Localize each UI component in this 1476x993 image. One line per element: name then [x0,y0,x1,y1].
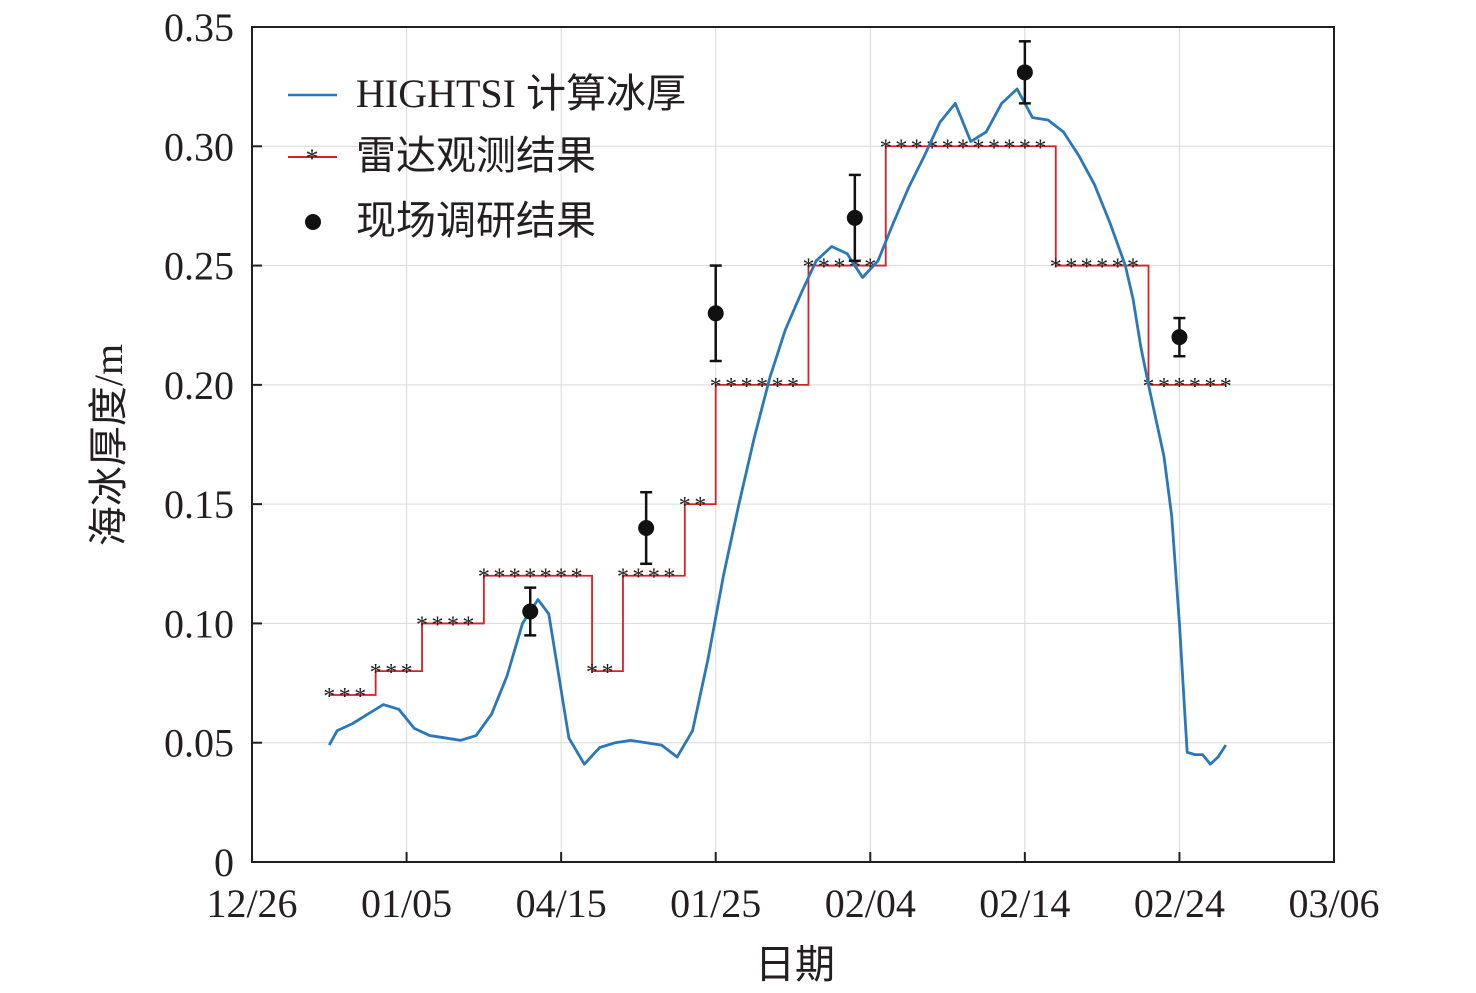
radar-marker: * [926,135,938,161]
y-tick-label: 0.25 [164,244,234,289]
radar-marker: * [694,493,706,519]
y-tick-label: 0 [214,840,234,885]
x-tick-label: 01/25 [670,881,761,926]
radar-marker: * [1050,255,1062,281]
radar-marker: * [787,374,799,400]
radar-marker: * [972,135,984,161]
radar-marker: * [493,565,505,591]
radar-marker: * [1127,255,1139,281]
legend: HIGHTSI 计算冰厚 * 雷达观测结果 现场调研结果 [288,71,686,243]
y-axis-title: 海冰厚度/m [86,344,131,546]
radar-marker: * [416,612,428,638]
radar-marker: * [1096,255,1108,281]
radar-marker: * [524,565,536,591]
radar-marker: * [911,135,923,161]
radar-marker: * [741,374,753,400]
radar-marker: * [1173,374,1185,400]
tick-labels: 12/26 01/05 04/15 01/25 02/04 02/14 02/24 03/06… [164,5,1380,926]
plot-frame [251,26,1335,863]
field-point [846,209,863,226]
field-point [707,305,724,322]
y-tick-label: 0.35 [164,5,234,50]
radar-marker: * [1112,255,1124,281]
legend-model-label: HIGHTSI 计算冰厚 [356,71,686,116]
radar-marker: * [401,660,413,686]
radar-marker: * [354,684,366,710]
radar-marker: * [632,565,644,591]
radar-marker: * [385,660,397,686]
radar-marker: * [323,684,335,710]
model-line [328,87,1227,766]
radar-marker: * [555,565,567,591]
radar-marker: * [942,135,954,161]
x-tick-label: 02/24 [1134,881,1225,926]
x-axis-title: 日期 [755,942,835,987]
radar-marker: * [1158,374,1170,400]
plot-area: * * ** * ** * * ** * * * * * ** ** * * ** ** * * * * ** * * * ** * * *… [323,40,1232,766]
radar-marker: * [1081,255,1093,281]
field-point [1171,329,1188,346]
radar-marker: * [957,135,969,161]
radar-marker: * [895,135,907,161]
x-tick-label: 02/04 [825,881,916,926]
radar-marker: * [725,374,737,400]
legend-radar-label: 雷达观测结果 [356,133,596,178]
radar-marker: * [586,660,598,686]
radar-marker: * [617,565,629,591]
radar-marker: * [1003,135,1015,161]
radar-marker: * [602,660,614,686]
radar-marker: * [648,565,660,591]
radar-marker: * [1019,135,1031,161]
radar-marker: * [1034,135,1046,161]
x-tick-label: 03/06 [1288,881,1379,926]
radar-marker: * [1189,374,1201,400]
radar-marker: * [1204,374,1216,400]
y-tick-label: 0.05 [164,721,234,766]
radar-marker: * [571,565,583,591]
radar-marker: * [339,684,351,710]
radar-marker: * [447,612,459,638]
radar-marker: * [509,565,521,591]
radar-marker: * [370,660,382,686]
radar-marker: * [478,565,490,591]
legend-field-label: 现场调研结果 [356,198,596,243]
radar-marker: * [988,135,1000,161]
radar-marker: * [1065,255,1077,281]
x-tick-label: 01/05 [361,881,452,926]
radar-marker: * [880,135,892,161]
field-point [1016,64,1033,81]
radar-marker: * [818,255,830,281]
field-point [638,520,655,536]
radar-step-line [329,145,1226,696]
x-tick-label: 04/15 [516,881,607,926]
radar-marker: * [663,565,675,591]
radar-marker: * [679,493,691,519]
y-tick-label: 0.10 [164,601,234,646]
radar-marker: * [431,612,443,638]
y-tick-label: 0.15 [164,482,234,527]
radar-marker: * [710,374,722,400]
y-tick-label: 0.30 [164,124,234,169]
x-tick-label: 02/14 [979,881,1070,926]
axis-ticks [251,26,1335,863]
y-tick-label: 0.20 [164,363,234,408]
radar-marker: * [540,565,552,591]
radar-marker: * [1220,374,1232,400]
field-point [522,603,539,620]
radar-marker: * [772,374,784,400]
radar-marker: * [462,612,474,638]
x-tick-label: 12/26 [206,881,297,926]
radar-marker: * [833,255,845,281]
legend-radar-star: * [306,144,319,173]
legend-field-marker [305,214,321,230]
